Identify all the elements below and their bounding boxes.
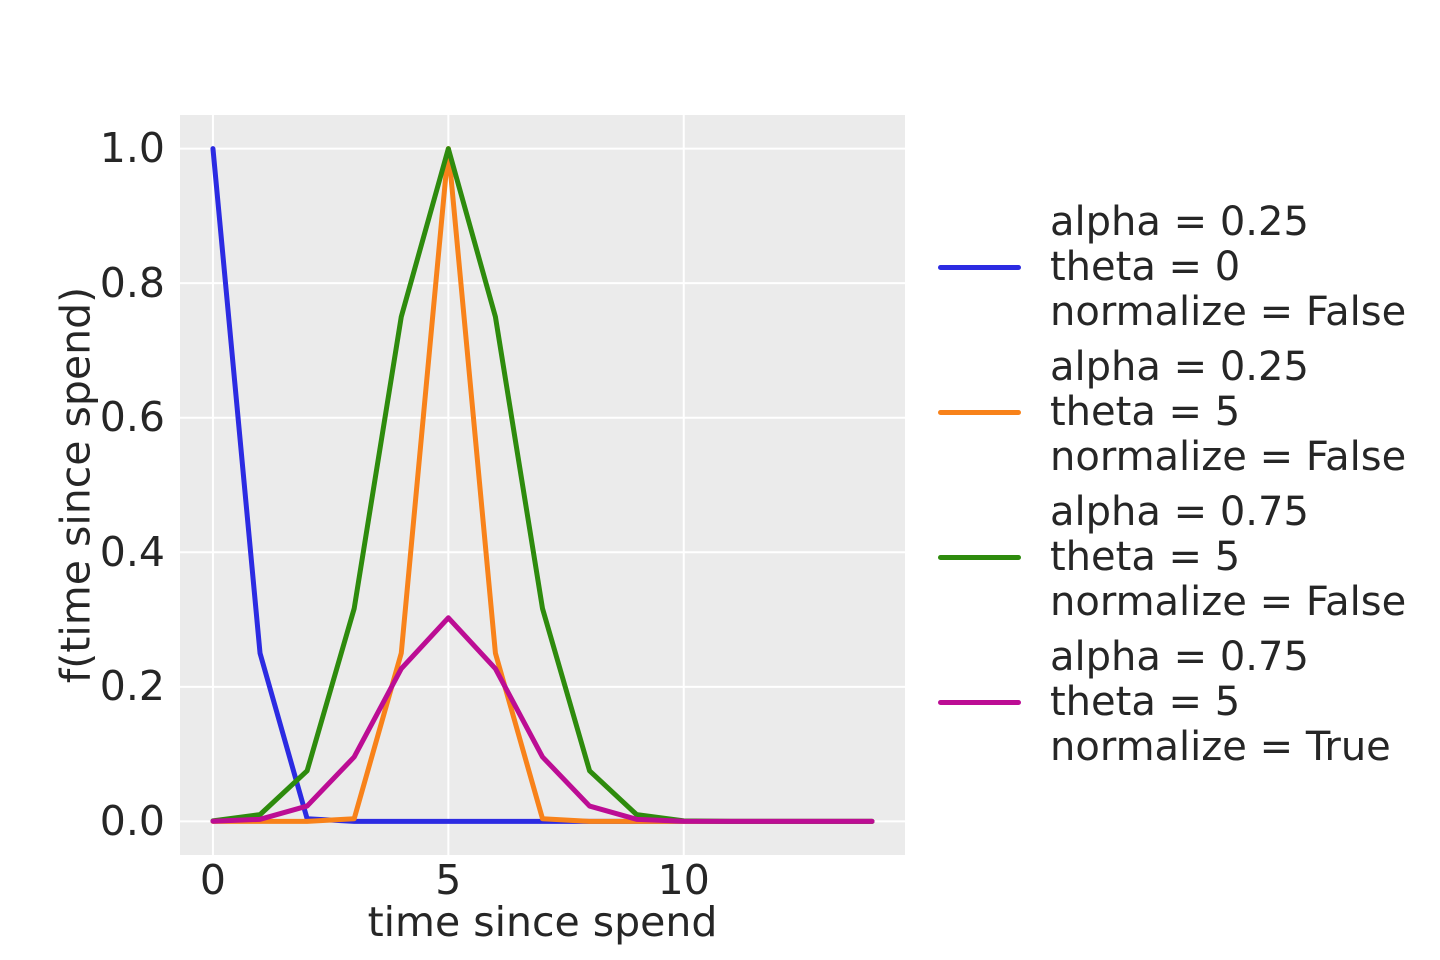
y-tick-label: 0.0 bbox=[99, 796, 165, 845]
legend: alpha = 0.25 theta = 0 normalize = False al… bbox=[938, 200, 1406, 770]
y-tick-label: 0.8 bbox=[99, 258, 165, 307]
x-tick-label: 10 bbox=[657, 856, 710, 904]
legend-line-swatch bbox=[938, 265, 1021, 270]
legend-label-line: normalize = False bbox=[1050, 289, 1407, 335]
legend-label-line: theta = 0 bbox=[1050, 244, 1241, 290]
y-tick-label: 0.6 bbox=[99, 393, 165, 442]
y-tick-label: 0.4 bbox=[99, 527, 165, 576]
legend-label: alpha = 0.25 theta = 0 normalize = False bbox=[1050, 200, 1406, 335]
y-tick-label: 1.0 bbox=[99, 124, 165, 173]
legend-label-line: alpha = 0.75 bbox=[1050, 489, 1309, 535]
y-axis-label: f(time since spend) bbox=[51, 286, 100, 684]
plot-area bbox=[180, 115, 905, 855]
legend-label: alpha = 0.75 theta = 5 normalize = True bbox=[1050, 635, 1391, 770]
legend-entry-3: alpha = 0.75 theta = 5 normalize = True bbox=[938, 635, 1406, 770]
legend-label-line: alpha = 0.25 bbox=[1050, 199, 1309, 245]
legend-label-line: theta = 5 bbox=[1050, 389, 1241, 435]
legend-entry-1: alpha = 0.25 theta = 5 normalize = False bbox=[938, 345, 1406, 480]
legend-line-swatch bbox=[938, 555, 1021, 560]
legend-label-line: alpha = 0.75 bbox=[1050, 634, 1309, 680]
line-chart bbox=[180, 115, 905, 855]
y-tick-label: 0.2 bbox=[99, 662, 165, 711]
legend-label-line: theta = 5 bbox=[1050, 679, 1241, 725]
x-tick-label: 5 bbox=[435, 856, 462, 904]
series-line-3 bbox=[210, 615, 875, 824]
series-line-1 bbox=[210, 146, 875, 824]
legend-label: alpha = 0.75 theta = 5 normalize = False bbox=[1050, 490, 1406, 625]
legend-label-line: normalize = False bbox=[1050, 434, 1407, 480]
series-line-0 bbox=[210, 146, 875, 824]
legend-label-line: normalize = True bbox=[1050, 724, 1391, 770]
series-line-2 bbox=[210, 146, 875, 824]
legend-line-swatch bbox=[938, 700, 1021, 705]
legend-entry-2: alpha = 0.75 theta = 5 normalize = False bbox=[938, 490, 1406, 625]
x-tick-label: 0 bbox=[199, 856, 226, 904]
x-axis-label: time since spend bbox=[367, 898, 718, 946]
legend-line-swatch bbox=[938, 410, 1021, 415]
legend-label-line: alpha = 0.25 bbox=[1050, 344, 1309, 390]
legend-label-line: normalize = False bbox=[1050, 579, 1407, 625]
legend-label-line: theta = 5 bbox=[1050, 534, 1241, 580]
legend-label: alpha = 0.25 theta = 5 normalize = False bbox=[1050, 345, 1406, 480]
legend-entry-0: alpha = 0.25 theta = 0 normalize = False bbox=[938, 200, 1406, 335]
